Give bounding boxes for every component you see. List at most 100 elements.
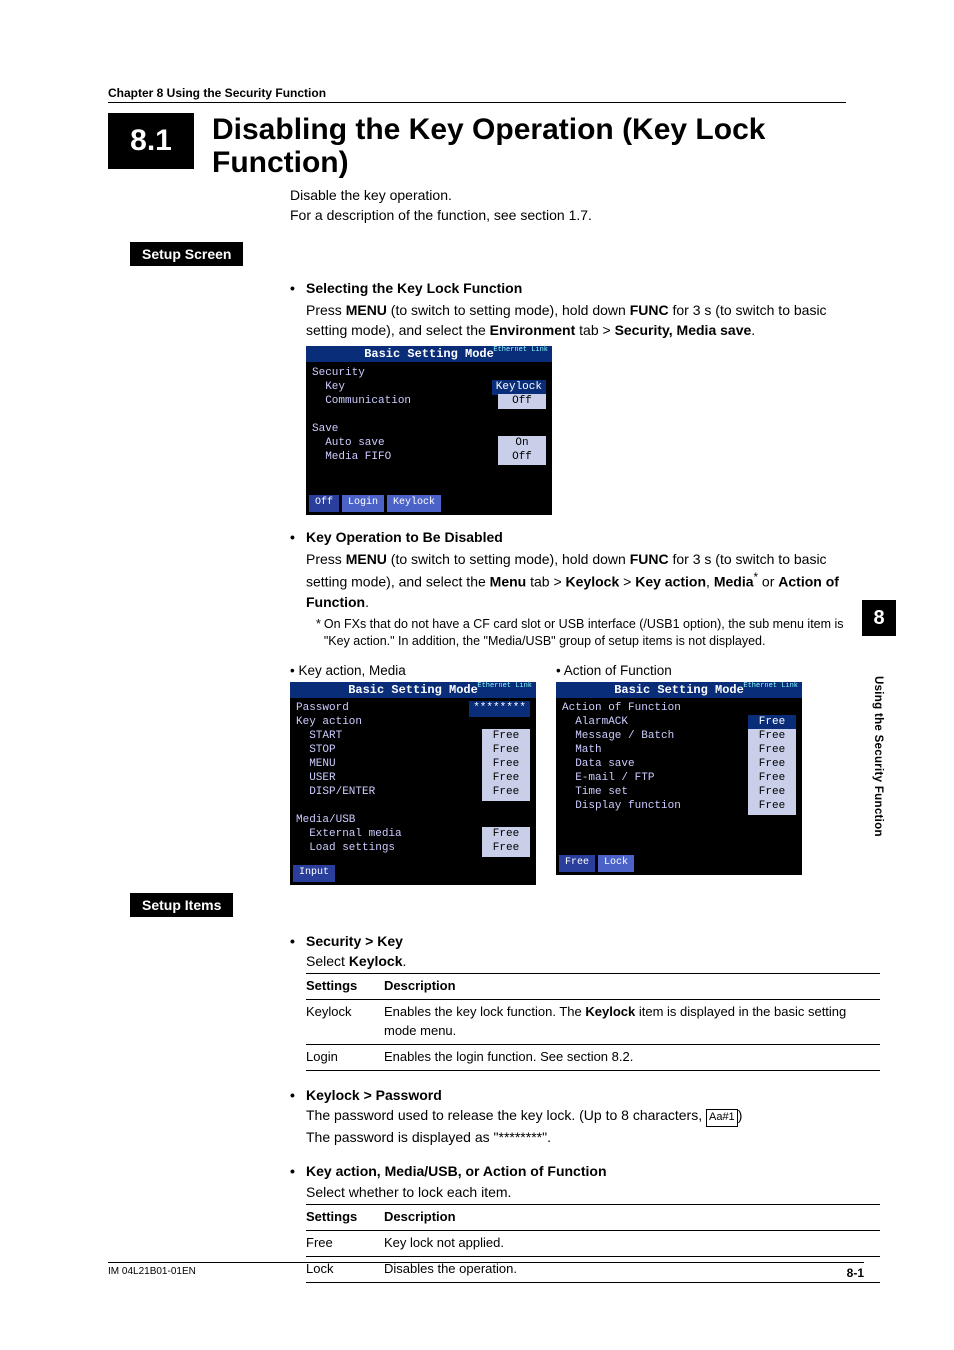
screen-body: Password********Key action STARTFree STO… — [290, 698, 536, 862]
screen-field: Free — [482, 785, 530, 801]
section-title-line1: Disabling the Key Operation (Key Lock — [212, 113, 765, 146]
t: > — [619, 573, 635, 589]
screen-field: Off — [498, 450, 546, 466]
screen-line: Data saveFree — [562, 758, 796, 772]
th-settings: Settings — [306, 974, 384, 1000]
screen-line: Display function Free — [562, 800, 796, 814]
screenshot-key-action: Basic Setting Mode Ethernet Link Passwor… — [290, 682, 536, 885]
t: Press — [306, 302, 346, 318]
si2-line2: The password is displayed as "********". — [306, 1127, 864, 1147]
screen-line: AlarmACKFree — [562, 716, 796, 730]
footer-page-number: 8-1 — [847, 1266, 864, 1280]
screen-label: Communication — [312, 394, 411, 410]
si3-sub: Select whether to lock each item. — [306, 1182, 864, 1202]
table-row: Keylock Enables the key lock function. T… — [306, 1000, 880, 1045]
td-setting: Free — [306, 1230, 384, 1256]
intro-block: Disable the key operation. For a descrip… — [290, 185, 846, 226]
t: The password used to release the key loc… — [306, 1107, 706, 1123]
si2-line1: The password used to release the key loc… — [306, 1105, 864, 1127]
bullet-keylock-password: • Keylock > Password — [290, 1085, 864, 1105]
screen-line: Auto saveOn — [312, 436, 546, 450]
screen-line: Load settings Free — [296, 842, 530, 856]
setup-screen-tag: Setup Screen — [130, 242, 243, 266]
keylock-word: Keylock — [349, 953, 403, 969]
caption-key-action: • Key action, Media — [290, 661, 536, 681]
footnote-asterisk: * — [316, 616, 324, 651]
screen-line: CommunicationOff — [312, 394, 546, 408]
screen-label: Display function — [562, 799, 681, 815]
si2-title: Keylock > Password — [306, 1085, 442, 1105]
screen-line: USERFree — [296, 772, 530, 786]
table-row: Login Enables the login function. See se… — [306, 1045, 880, 1071]
th-settings: Settings — [306, 1204, 384, 1230]
menu-key: MENU — [346, 551, 387, 567]
page-footer: IM 04L21B01-01EN 8-1 — [108, 1262, 864, 1280]
screen-line: Message / BatchFree — [562, 730, 796, 744]
screen-field: Free — [482, 841, 530, 857]
screen-line: Password******** — [296, 702, 530, 716]
td-setting: Login — [306, 1045, 384, 1071]
screen-soft-button: Login — [342, 495, 384, 512]
ethernet-indicator: Ethernet Link — [743, 683, 798, 690]
screen-titlebar: Basic Setting Mode Ethernet Link — [306, 346, 552, 362]
bullet-dot: • — [290, 931, 306, 951]
th-description: Description — [384, 974, 880, 1000]
bullet-dot: • — [290, 1085, 306, 1105]
keylock-word: Keylock — [585, 1004, 635, 1019]
screen-line: STOPFree — [296, 744, 530, 758]
th-description: Description — [384, 1204, 880, 1230]
t: tab > — [526, 573, 565, 589]
bullet-dot: • — [290, 278, 306, 298]
bullet-dot: • — [290, 1161, 306, 1181]
intro-line2: For a description of the function, see s… — [290, 205, 846, 225]
caption-action-of-function: • Action of Function — [556, 661, 802, 681]
key-action-item: Key action — [635, 573, 706, 589]
t: , — [706, 573, 714, 589]
screen-field: Free — [748, 799, 796, 815]
screen-line: Time setFree — [562, 786, 796, 800]
bullet1-title: Selecting the Key Lock Function — [306, 278, 522, 298]
screen-line — [296, 800, 530, 814]
t: ) — [738, 1107, 743, 1123]
t: Enables the key lock function. The — [384, 1004, 585, 1019]
screen-title: Basic Setting Mode — [364, 346, 494, 363]
bullet2-title: Key Operation to Be Disabled — [306, 527, 503, 547]
ethernet-indicator: Ethernet Link — [493, 347, 548, 354]
screen-line — [312, 408, 546, 422]
bullet1-para: Press MENU (to switch to setting mode), … — [306, 300, 864, 341]
screen-line: Media FIFO Off — [312, 450, 546, 464]
screen-title: Basic Setting Mode — [614, 682, 744, 699]
t: . — [365, 594, 369, 610]
footnote: * On FXs that do not have a CF card slot… — [316, 616, 864, 651]
td-setting: Keylock — [306, 1000, 384, 1045]
t: tab > — [575, 322, 614, 338]
screen-field: ******** — [469, 701, 530, 717]
side-chapter-number: 8 — [862, 600, 896, 636]
bullet2-para: Press MENU (to switch to setting mode), … — [306, 549, 864, 612]
screen-line: Save — [312, 422, 546, 436]
t: (to switch to setting mode), hold down — [387, 302, 630, 318]
bullet-dot: • — [290, 527, 306, 547]
chapter-header: Chapter 8 Using the Security Function — [108, 86, 846, 100]
si3-title: Key action, Media/USB, or Action of Func… — [306, 1161, 607, 1181]
td-desc: Key lock not applied. — [384, 1230, 880, 1256]
screen-label: Media FIFO — [312, 450, 391, 466]
screen-soft-button: Off — [309, 495, 339, 512]
table-row: FreeKey lock not applied. — [306, 1230, 880, 1256]
si1-title: Security > Key — [306, 931, 403, 951]
section-title-row: 8.1 Disabling the Key Operation (Key Loc… — [108, 113, 954, 179]
chapter-rule — [108, 102, 846, 103]
screenshot-action-of-function: Basic Setting Mode Ethernet Link Action … — [556, 682, 802, 875]
screen-body: Security KeyKeylock CommunicationOff Sav… — [306, 362, 552, 492]
setup-items-tag: Setup Items — [130, 893, 233, 917]
screenshot-environment: Basic Setting Mode Ethernet Link Securit… — [306, 346, 552, 515]
bullet-key-op-disabled: • Key Operation to Be Disabled — [290, 527, 864, 547]
screen-body: Action of Function AlarmACKFree Message … — [556, 698, 802, 852]
screen-line: STARTFree — [296, 730, 530, 744]
screen-line: MathFree — [562, 744, 796, 758]
bullet-select-keylock: • Selecting the Key Lock Function — [290, 278, 864, 298]
screen-label: Load settings — [296, 841, 395, 857]
screen-footer: Input — [290, 862, 536, 885]
side-tab: 8 Using the Security Function — [862, 600, 896, 837]
security-media-save: Security, Media save — [615, 322, 752, 338]
